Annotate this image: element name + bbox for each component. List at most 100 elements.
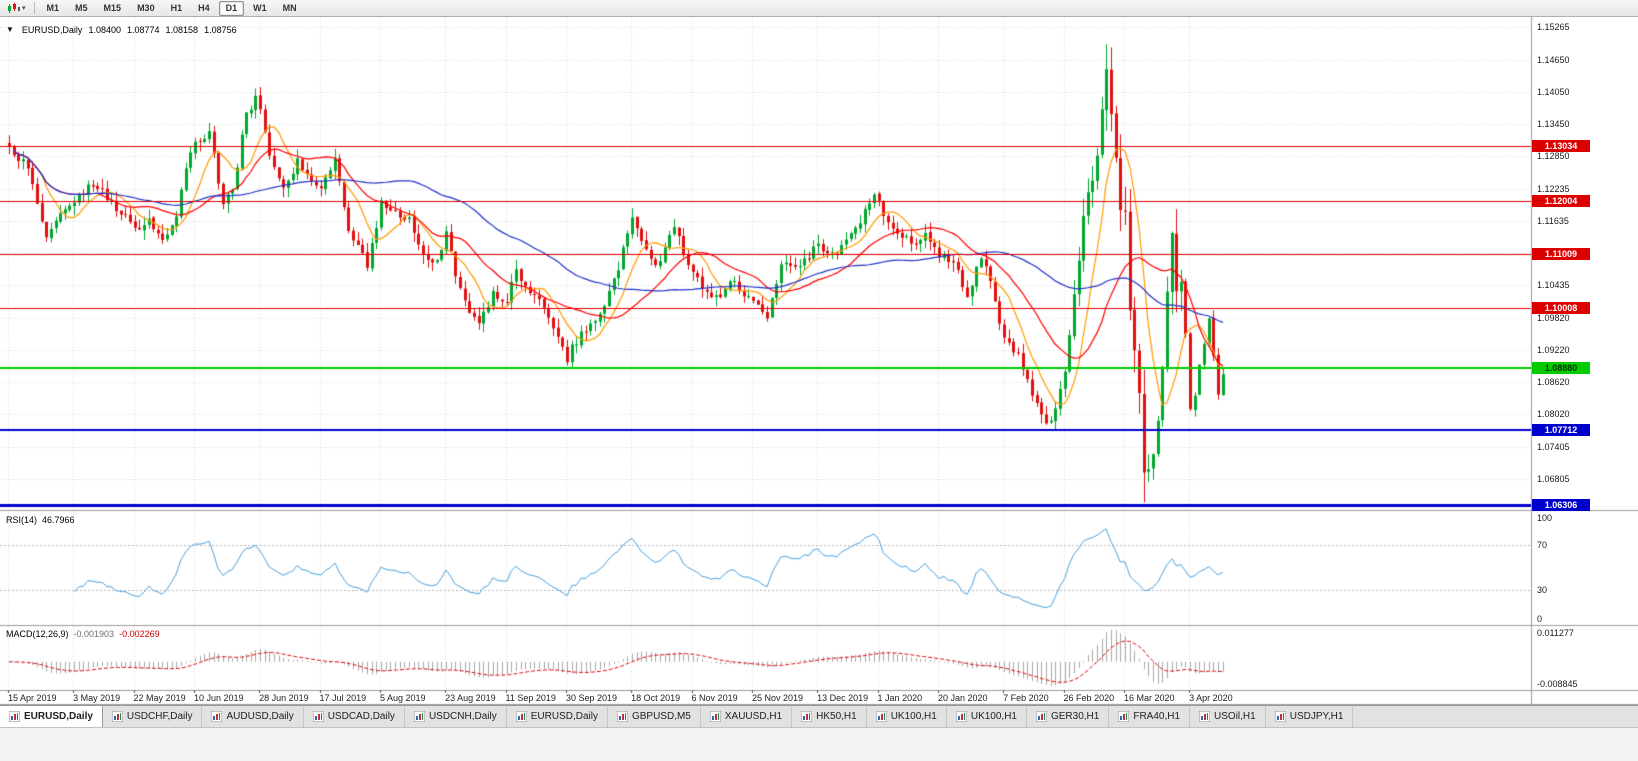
tab-chart-icon <box>9 711 20 722</box>
chart-tab-usdchf-daily[interactable]: USDCHF,Daily <box>102 706 203 727</box>
tab-label: FRA40,H1 <box>1133 711 1181 722</box>
tab-chart-icon <box>1118 711 1130 722</box>
time-axis-label: 1 Jan 2020 <box>877 693 923 703</box>
tab-chart-icon <box>955 711 967 722</box>
timeframe-button-m5[interactable]: M5 <box>75 2 88 13</box>
chart-tab-gbpusd-m5[interactable]: GBPUSD,M5 <box>607 706 701 727</box>
bar-high-value: 1.08774 <box>126 25 160 35</box>
time-axis-label: 6 Nov 2019 <box>691 693 738 703</box>
tab-label: HK50,H1 <box>816 711 857 722</box>
price-level-badge: 1.13034 <box>1532 140 1590 153</box>
chart-tabs-bar: EURUSD,Daily USDCHF,Daily AUDUSD,Daily USDC… <box>0 705 1638 761</box>
tab-chart-icon <box>111 711 123 722</box>
tab-label: EURUSD,Daily <box>530 711 598 722</box>
time-axis-label: 7 Feb 2020 <box>1003 693 1049 703</box>
rsi-axis-tick: 30 <box>1537 584 1548 595</box>
price-level-badge: 1.10008 <box>1532 301 1590 314</box>
tab-label: USDJPY,H1 <box>1289 711 1344 722</box>
tab-chart-icon <box>1274 711 1286 722</box>
timeframe-buttons: M1 M5 M15 M30 H1 H4 D1 W1 MN <box>39 0 305 16</box>
chart-type-icon[interactable]: ▾ <box>3 1 30 16</box>
macd-main-value: -0.001903 <box>73 629 115 639</box>
tab-label: GBPUSD,M5 <box>631 711 691 722</box>
chart-tab-audusd-daily[interactable]: AUDUSD,Daily <box>202 706 304 727</box>
timeframe-button-m30[interactable]: M30 <box>137 2 155 13</box>
macd-axis-tick: -0.008845 <box>1537 679 1578 689</box>
time-axis-label: 16 Mar 2020 <box>1124 693 1175 703</box>
chart-tab-usoil-h1[interactable]: USOil,H1 <box>1190 706 1266 727</box>
time-axis-label: 23 Aug 2019 <box>445 693 496 703</box>
time-axis-label: 11 Sep 2019 <box>505 693 556 703</box>
price-axis-tick: 1.12235 <box>1537 184 1570 194</box>
time-axis-label: 20 Jan 2020 <box>938 693 988 703</box>
tab-chart-icon <box>875 711 887 722</box>
one-click-trading-arrow[interactable]: ▼ <box>6 25 14 34</box>
tab-chart-icon <box>616 711 628 722</box>
timeframe-button-d1[interactable]: D1 <box>218 0 245 16</box>
chart-tabs: EURUSD,Daily USDCHF,Daily AUDUSD,Daily USDC… <box>0 706 1638 728</box>
tab-chart-icon <box>515 711 527 722</box>
time-axis-label: 22 May 2019 <box>133 693 186 703</box>
tab-label: AUDUSD,Daily <box>226 711 294 722</box>
macd-signal-value: -0.002269 <box>119 629 160 639</box>
tab-label: USDCNH,Daily <box>428 711 497 722</box>
chart-tab-usdjpy-h1[interactable]: USDJPY,H1 <box>1265 706 1354 727</box>
timeframe-button-m1[interactable]: M1 <box>46 2 60 13</box>
time-axis-label: 3 Apr 2020 <box>1189 693 1233 703</box>
chart-tab-fra40-h1[interactable]: FRA40,H1 <box>1109 706 1191 727</box>
timeframe-button-mn[interactable]: MN <box>282 2 297 13</box>
tab-chart-icon <box>312 711 324 722</box>
tab-label: UK100,H1 <box>970 711 1017 722</box>
chart-tab-eurusd-daily[interactable]: EURUSD,Daily <box>0 706 103 727</box>
timeframe-button-h1[interactable]: H1 <box>170 2 183 13</box>
price-level-badge: 1.12004 <box>1532 195 1590 208</box>
tab-chart-icon <box>211 711 223 722</box>
timeframe-button-w1[interactable]: W1 <box>253 2 267 13</box>
price-axis-tick: 1.08020 <box>1537 408 1570 419</box>
price-axis-tick: 1.09820 <box>1537 312 1570 323</box>
macd-name: MACD(12,26,9) <box>6 629 69 639</box>
bar-low-value: 1.08158 <box>165 25 199 35</box>
time-axis-label: 18 Oct 2019 <box>631 693 681 703</box>
price-level-badge: 1.07712 <box>1532 424 1590 437</box>
price-axis-tick: 1.08620 <box>1537 376 1570 387</box>
chart-tab-usdcnh-daily[interactable]: USDCNH,Daily <box>404 706 507 727</box>
tab-chart-icon <box>413 711 425 722</box>
tab-label: UK100,H1 <box>890 711 937 722</box>
chart-tab-uk100-h1[interactable]: UK100,H1 <box>946 706 1027 727</box>
chart-tab-ger30-h1[interactable]: GER30,H1 <box>1026 706 1110 727</box>
chart-title: ▼ EURUSD,Daily 1.08400 1.08774 1.08158 1… <box>6 25 237 35</box>
price-chart-canvas[interactable] <box>0 17 1638 705</box>
price-axis-tick: 1.14650 <box>1537 55 1570 66</box>
rsi-axis-tick: 70 <box>1537 540 1548 551</box>
price-level-badge: 1.08880 <box>1532 361 1590 374</box>
tab-label: GER30,H1 <box>1050 711 1100 722</box>
chart-tab-xauusd-h1[interactable]: XAUUSD,H1 <box>700 706 793 727</box>
bar-open-value: 1.08400 <box>88 25 121 35</box>
price-axis-tick: 1.09220 <box>1537 344 1570 355</box>
tab-chart-icon <box>709 711 721 722</box>
price-axis-tick: 1.15265 <box>1537 22 1570 33</box>
chevron-down-icon: ▾ <box>22 4 26 12</box>
tab-label: XAUUSD,H1 <box>724 711 783 722</box>
price-level-badge: 1.06306 <box>1532 499 1590 512</box>
bar-close-value: 1.08756 <box>204 25 237 35</box>
rsi-value: 46.7966 <box>42 515 75 525</box>
chart-window: ▼ EURUSD,Daily 1.08400 1.08774 1.08158 1… <box>0 17 1638 705</box>
macd-indicator-label: MACD(12,26,9) -0.001903 -0.002269 <box>6 629 160 639</box>
chart-tab-usdcad-daily[interactable]: USDCAD,Daily <box>303 706 405 727</box>
timeframe-button-h4[interactable]: H4 <box>198 2 210 13</box>
price-axis-tick: 1.13450 <box>1537 119 1570 130</box>
chart-tab-uk100-h1[interactable]: UK100,H1 <box>866 706 947 727</box>
price-axis-tick: 1.07405 <box>1537 441 1570 452</box>
rsi-indicator-label: RSI(14) 46.7966 <box>6 515 75 525</box>
tab-label: EURUSD,Daily <box>24 711 93 722</box>
price-axis-tick: 1.11635 <box>1537 216 1569 226</box>
time-axis-label: 13 Dec 2019 <box>817 693 869 703</box>
chart-tab-eurusd-daily[interactable]: EURUSD,Daily <box>506 706 608 727</box>
tab-label: USDCAD,Daily <box>327 711 395 722</box>
time-axis-label: 5 Aug 2019 <box>380 693 426 703</box>
timeframe-button-m15[interactable]: M15 <box>103 2 122 13</box>
chart-tab-hk50-h1[interactable]: HK50,H1 <box>792 706 867 727</box>
